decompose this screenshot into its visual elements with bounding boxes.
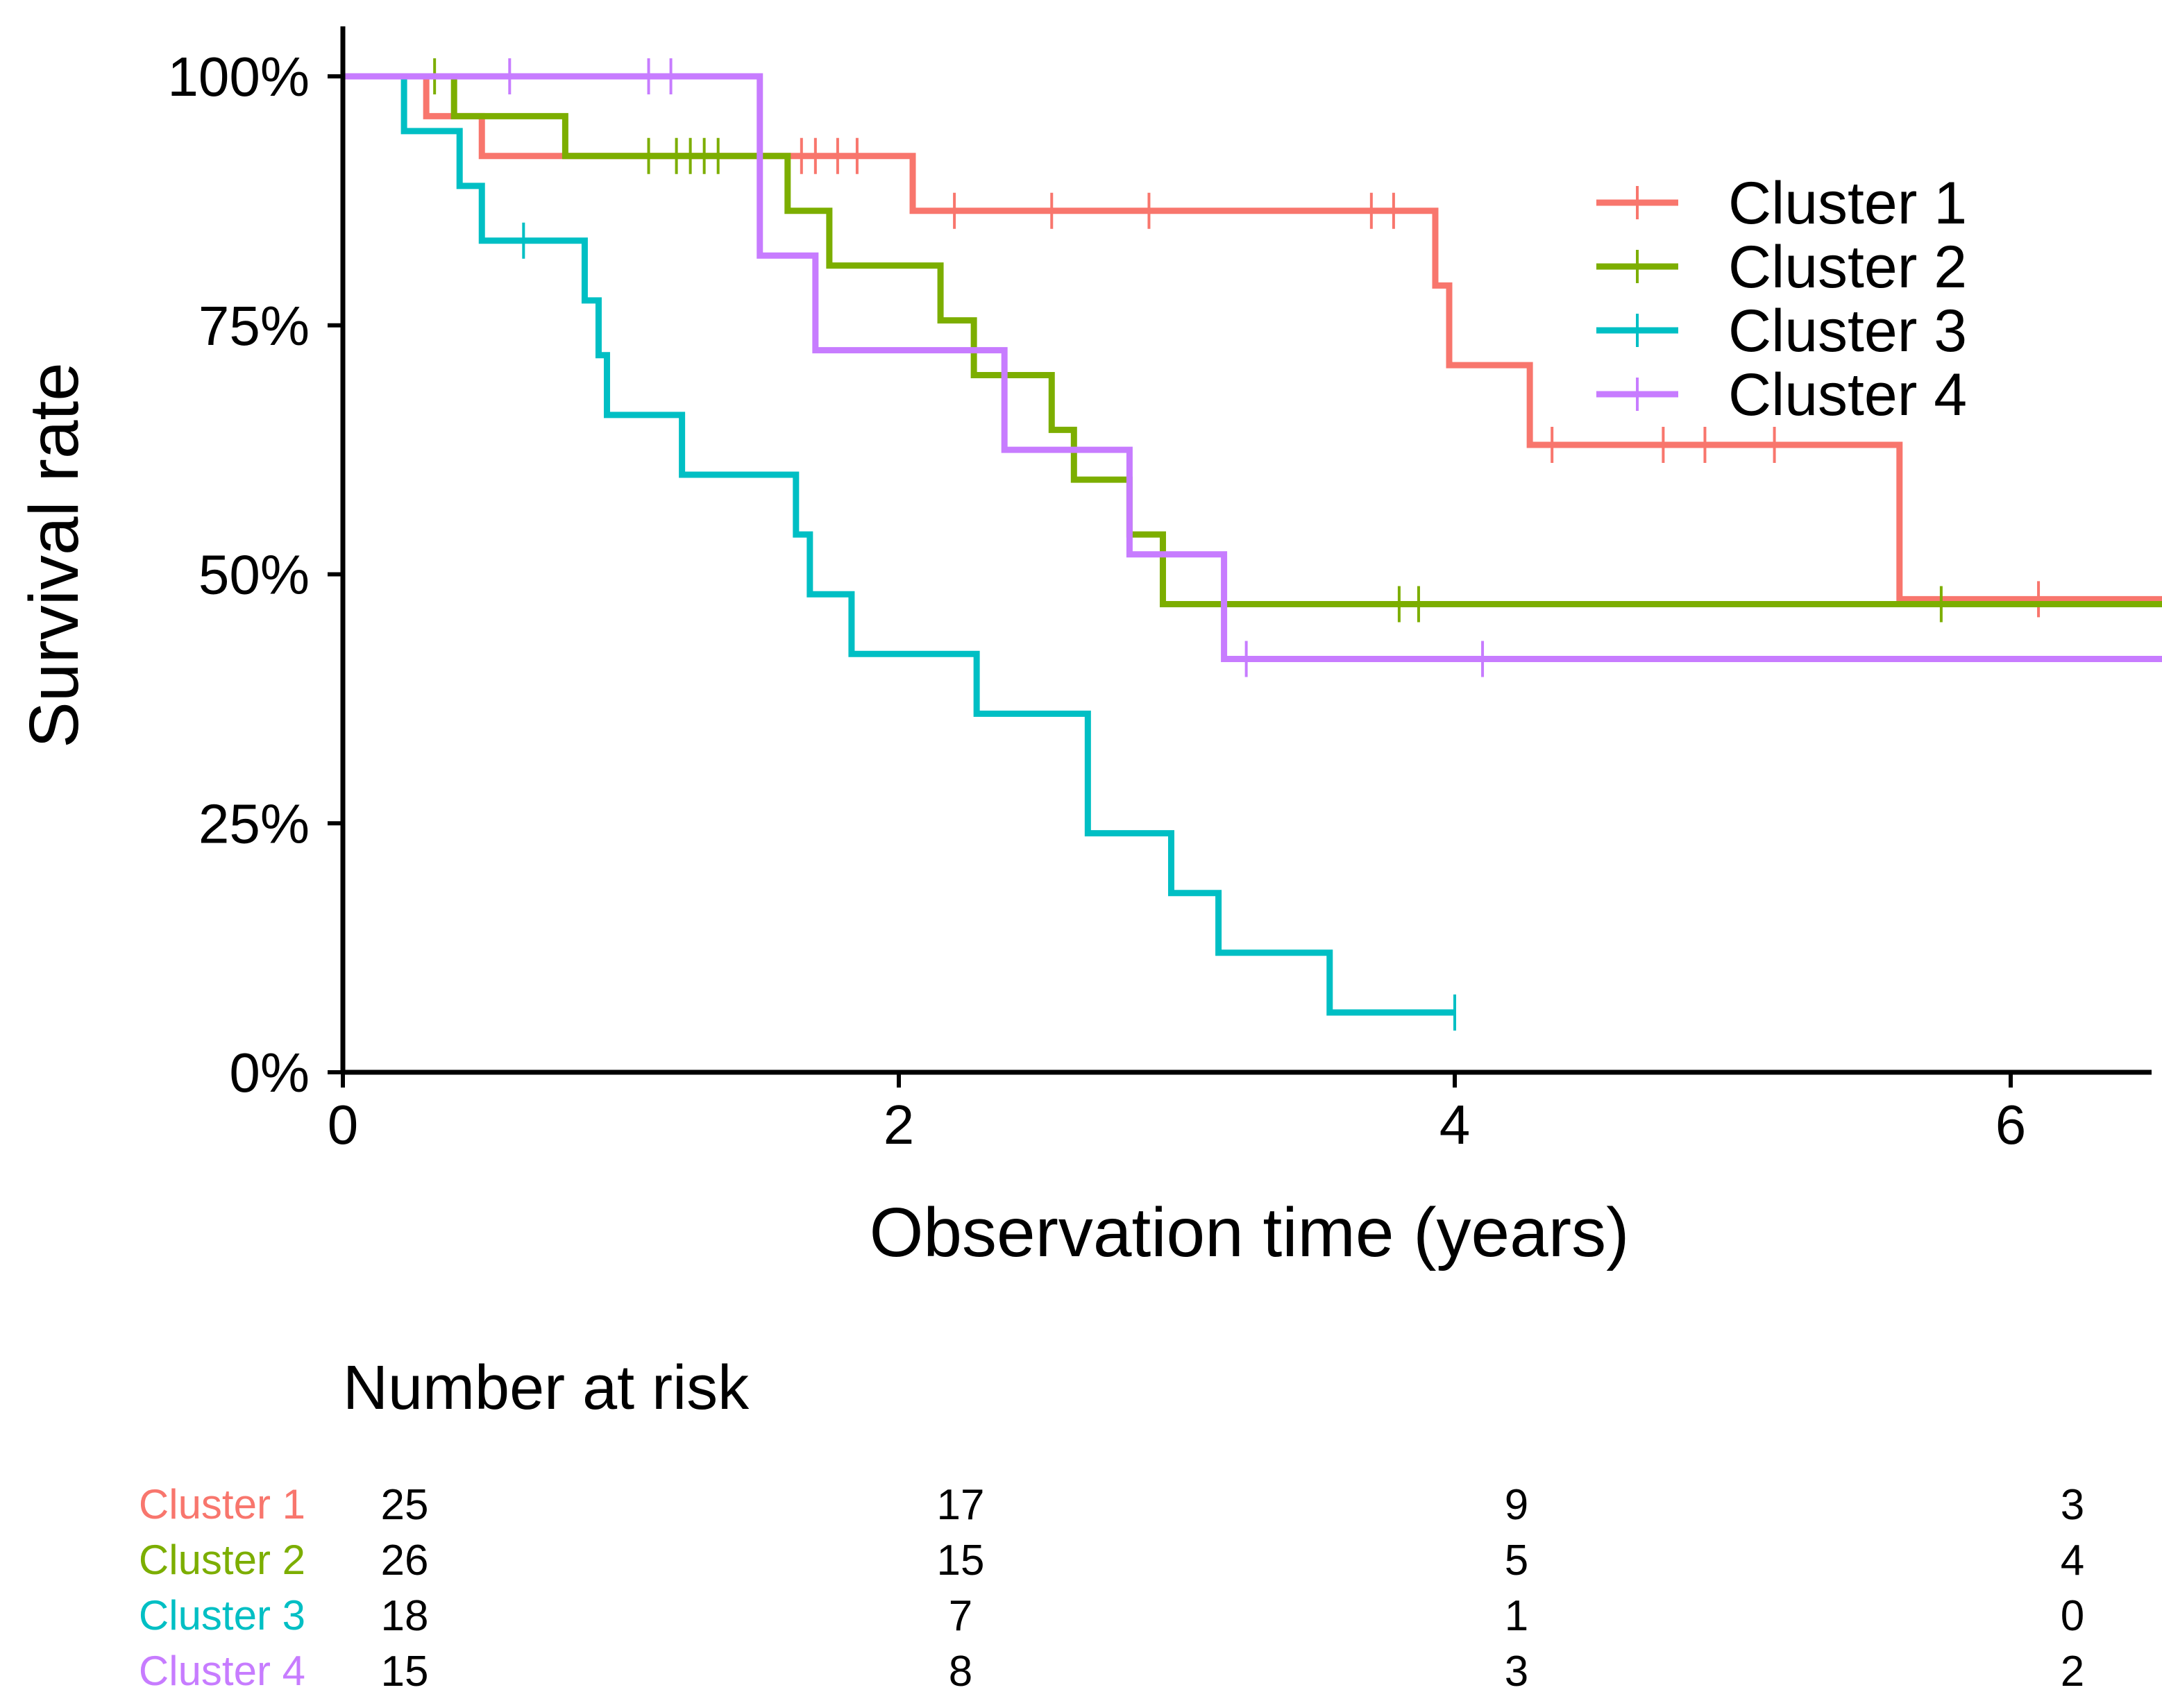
risk-row-label: Cluster 1	[139, 1481, 305, 1528]
risk-row-3: Cluster 318710000	[139, 1592, 2084, 1640]
risk-row-4: Cluster 415832111	[139, 1648, 2084, 1696]
y-tick-label: 100%	[167, 46, 310, 108]
risk-count: 18	[381, 1592, 429, 1640]
y-tick-label: 25%	[199, 793, 310, 854]
risk-table-title: Number at risk	[343, 1353, 750, 1423]
risk-count: 9	[1505, 1481, 1528, 1529]
x-axis-title: Observation time (years)	[870, 1194, 1630, 1271]
legend-label: Cluster 4	[1728, 362, 1967, 428]
plot-area	[343, 58, 2162, 1031]
risk-count: 2	[2061, 1648, 2084, 1696]
risk-count: 3	[1505, 1648, 1528, 1696]
risk-count: 3	[2061, 1481, 2084, 1529]
axes: 0%25%50%75%100%024681012	[167, 26, 2152, 1156]
legend-item-3: Cluster 3	[1596, 298, 1967, 364]
risk-row-label: Cluster 2	[139, 1537, 305, 1583]
risk-count: 15	[381, 1648, 429, 1696]
risk-count: 25	[381, 1481, 429, 1529]
risk-count: 7	[949, 1592, 972, 1640]
x-tick-label: 4	[1439, 1094, 1471, 1156]
y-tick-label: 50%	[199, 544, 310, 606]
y-axis-title: Survival rate	[15, 362, 93, 748]
risk-count: 1	[1505, 1592, 1528, 1640]
legend-item-4: Cluster 4	[1596, 362, 1967, 428]
legend-label: Cluster 3	[1728, 298, 1967, 364]
series-line-3	[343, 73, 1455, 1016]
x-tick-label: 2	[884, 1094, 915, 1156]
risk-table: Cluster 1251793000Cluster 2261554311Clus…	[139, 1481, 2084, 1696]
y-tick-label: 75%	[199, 295, 310, 357]
x-tick-label: 6	[1995, 1094, 2027, 1156]
risk-count: 8	[949, 1648, 972, 1696]
legend-item-2: Cluster 2	[1596, 234, 1967, 301]
risk-count: 4	[2061, 1537, 2084, 1584]
risk-row-2: Cluster 2261554311	[139, 1537, 2084, 1584]
risk-row-label: Cluster 3	[139, 1592, 305, 1639]
risk-count: 15	[937, 1537, 985, 1584]
series-line-4	[343, 73, 2162, 662]
risk-count: 17	[937, 1481, 985, 1529]
x-tick-label: 0	[328, 1094, 359, 1156]
y-tick-label: 0%	[229, 1042, 310, 1104]
risk-row-label: Cluster 4	[139, 1648, 305, 1694]
risk-count: 26	[381, 1537, 429, 1584]
legend-item-1: Cluster 1	[1596, 170, 1967, 237]
legend-label: Cluster 1	[1728, 170, 1967, 237]
risk-count: 0	[2061, 1592, 2084, 1640]
risk-row-1: Cluster 1251793000	[139, 1481, 2084, 1529]
risk-count: 5	[1505, 1537, 1528, 1584]
legend-label: Cluster 2	[1728, 234, 1967, 301]
